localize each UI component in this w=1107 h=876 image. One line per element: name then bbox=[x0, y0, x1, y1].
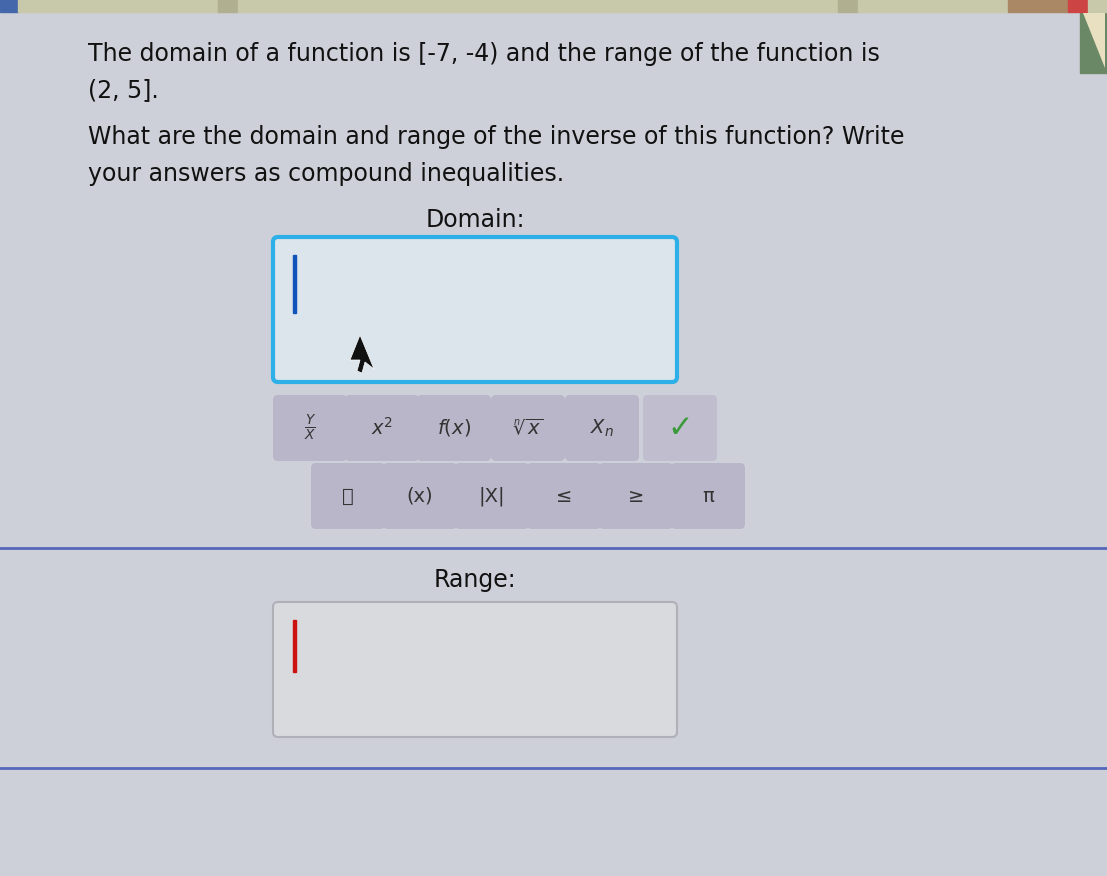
Bar bbox=[1008, 0, 1068, 12]
Text: |X|: |X| bbox=[478, 486, 505, 505]
FancyBboxPatch shape bbox=[565, 395, 639, 461]
Bar bbox=[1088, 0, 1107, 12]
Bar bbox=[0, 0, 18, 12]
FancyBboxPatch shape bbox=[273, 237, 677, 382]
Bar bbox=[1080, 8, 1107, 73]
FancyBboxPatch shape bbox=[455, 463, 529, 529]
FancyBboxPatch shape bbox=[273, 602, 677, 737]
Polygon shape bbox=[1083, 13, 1105, 68]
Text: The domain of a function is [-7, -4) and the range of the function is: The domain of a function is [-7, -4) and… bbox=[87, 42, 880, 66]
Bar bbox=[838, 0, 858, 12]
Text: ≥: ≥ bbox=[628, 486, 644, 505]
FancyBboxPatch shape bbox=[273, 395, 346, 461]
Text: $\frac{Y}{X}$: $\frac{Y}{X}$ bbox=[303, 413, 317, 443]
Text: ✓: ✓ bbox=[668, 413, 693, 442]
Text: $f(x)$: $f(x)$ bbox=[437, 418, 470, 439]
Text: Range:: Range: bbox=[434, 568, 516, 592]
FancyBboxPatch shape bbox=[417, 395, 492, 461]
Bar bbox=[858, 0, 1008, 12]
Text: (2, 5].: (2, 5]. bbox=[87, 78, 158, 102]
FancyBboxPatch shape bbox=[527, 463, 601, 529]
Text: ≤: ≤ bbox=[556, 486, 572, 505]
Text: 🗑: 🗑 bbox=[342, 486, 354, 505]
FancyBboxPatch shape bbox=[311, 463, 385, 529]
FancyBboxPatch shape bbox=[383, 463, 457, 529]
Text: $\sqrt[n]{x}$: $\sqrt[n]{x}$ bbox=[513, 418, 544, 438]
Text: your answers as compound inequalities.: your answers as compound inequalities. bbox=[87, 162, 565, 186]
Bar bbox=[238, 0, 838, 12]
FancyBboxPatch shape bbox=[599, 463, 673, 529]
Text: π: π bbox=[702, 486, 714, 505]
Text: $x^{2}$: $x^{2}$ bbox=[371, 417, 393, 439]
FancyBboxPatch shape bbox=[643, 395, 717, 461]
FancyBboxPatch shape bbox=[671, 463, 745, 529]
Text: $X_{n}$: $X_{n}$ bbox=[590, 417, 614, 439]
FancyBboxPatch shape bbox=[492, 395, 565, 461]
Bar bbox=[218, 0, 238, 12]
Bar bbox=[1068, 0, 1088, 12]
Text: What are the domain and range of the inverse of this function? Write: What are the domain and range of the inv… bbox=[87, 125, 904, 149]
Bar bbox=[18, 0, 218, 12]
Bar bbox=[293, 620, 296, 672]
Polygon shape bbox=[350, 335, 374, 373]
Text: Domain:: Domain: bbox=[425, 208, 525, 232]
Bar bbox=[293, 255, 296, 313]
Text: (x): (x) bbox=[406, 486, 433, 505]
FancyBboxPatch shape bbox=[345, 395, 420, 461]
